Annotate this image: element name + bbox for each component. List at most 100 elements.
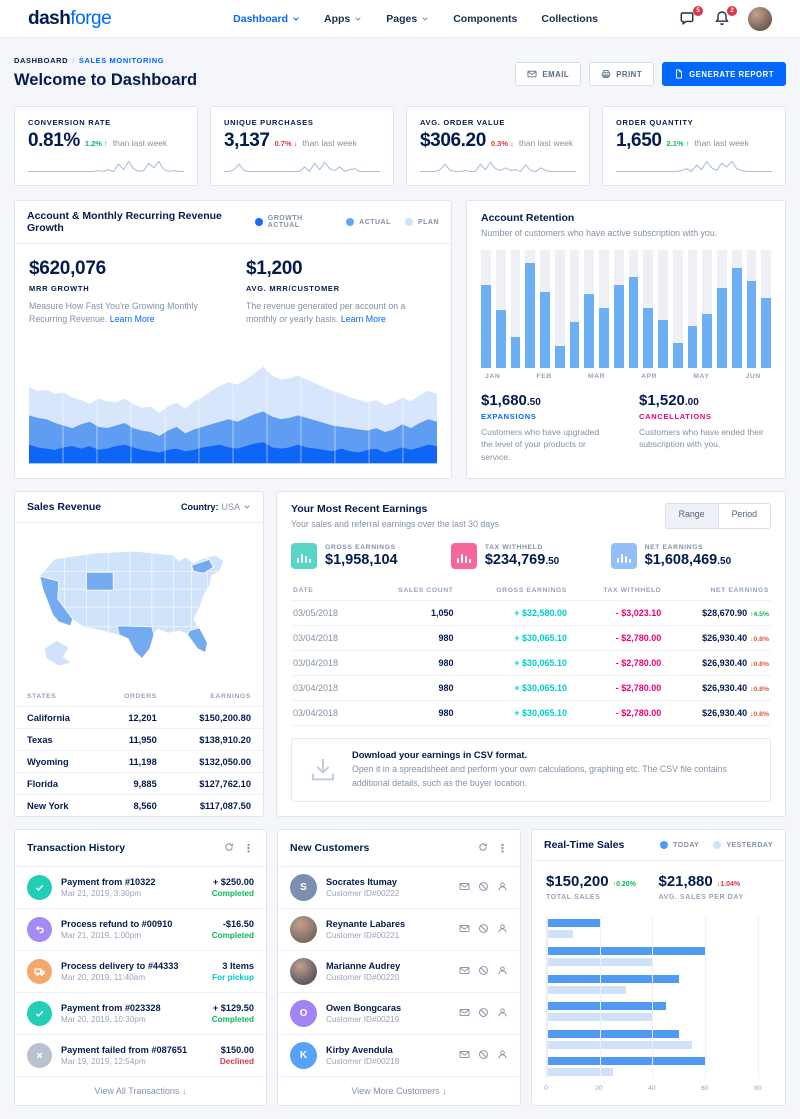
kpi-sparkline — [224, 156, 380, 176]
earnings-card-value: $1,608,469.50 — [644, 552, 732, 569]
bar-pair — [547, 919, 771, 939]
message-icon[interactable] — [459, 1047, 470, 1065]
mrr-title: Account & Monthly Recurring Revenue Grow… — [27, 210, 222, 234]
earnings-card-label: GROSS EARNINGS — [325, 544, 396, 552]
nav-item-pages[interactable]: Pages — [386, 13, 429, 25]
message-icon[interactable] — [459, 1005, 470, 1023]
page-title: Welcome to Dashboard — [14, 71, 198, 89]
refresh-icon[interactable] — [478, 839, 488, 857]
refresh-icon[interactable] — [224, 839, 234, 857]
month-label: MAY — [693, 373, 710, 380]
notifications-icon[interactable]: 2 — [714, 5, 737, 28]
bar-pair — [547, 1029, 771, 1049]
profile-icon[interactable] — [497, 963, 508, 981]
block-icon[interactable] — [478, 921, 489, 939]
kpi-row: CONVERSION RATE 0.81% 1.2% ↑ than last week… — [14, 106, 786, 186]
state-texas — [116, 625, 155, 660]
mrr-stats: $620,076 MRR GROWTH Measure How Fast You'r… — [15, 244, 451, 332]
nav-item-components[interactable]: Components — [453, 12, 518, 25]
email-button[interactable]: EMAIL — [515, 62, 582, 86]
block-icon[interactable] — [478, 879, 489, 897]
profile-icon[interactable] — [497, 921, 508, 939]
retention-bar — [672, 250, 683, 368]
bar-chart-icon — [291, 543, 317, 570]
transaction-status: For pickup — [212, 973, 254, 983]
message-icon[interactable] — [459, 879, 470, 897]
print-button[interactable]: PRINT — [589, 62, 655, 86]
kpi-sparkline — [28, 156, 184, 176]
customer-id: Customer ID#00218 — [326, 1057, 400, 1067]
toggle-range[interactable]: Range — [664, 503, 718, 530]
legend-item-actual[interactable]: ACTUAL — [346, 215, 391, 229]
block-icon[interactable] — [478, 1047, 489, 1065]
generate-report-button[interactable]: GENERATE REPORT — [662, 62, 786, 86]
transaction-list: Payment from #10322 Mar 21, 2019, 3:30pm +… — [15, 867, 266, 1078]
column-header: STATES — [27, 693, 57, 701]
block-icon[interactable] — [478, 963, 489, 981]
transaction-row: Process delivery to #44333 Mar 20, 2019, … — [15, 951, 266, 994]
customer-name: Socrates Itumay — [326, 877, 397, 888]
transaction-status: Completed — [211, 1015, 254, 1025]
mrr-panel: Account & Monthly Recurring Revenue Grow… — [14, 200, 452, 480]
transaction-row: Process refund to #00910 Mar 21, 2019, 1:… — [15, 909, 266, 952]
column-header: DATE — [291, 581, 366, 602]
transaction-amount: + $250.00 — [212, 877, 254, 888]
nav-item-apps[interactable]: Apps — [324, 13, 362, 25]
toggle-period[interactable]: Period — [717, 503, 771, 530]
messages-icon[interactable]: 5 — [680, 5, 703, 28]
table-row: 03/05/2018 1,050 + $32,580.00- $3,023.10 $2… — [291, 600, 771, 627]
realtime-stat-delta: ↑0.20% — [612, 881, 636, 889]
customer-list: S Socrates Itumay Customer ID#00222 Reynant… — [278, 867, 520, 1078]
breadcrumb-dashboard[interactable]: DASHBOARD — [14, 56, 69, 65]
kpi-card-3: AVG. ORDER VALUE $306.20 0.3% ↓ than last w… — [406, 106, 590, 186]
profile-icon[interactable] — [497, 879, 508, 897]
realtime-stat-label: TOTAL SALES — [546, 894, 601, 902]
block-icon[interactable] — [478, 1005, 489, 1023]
legend-item-growth-actual[interactable]: GROWTH ACTUAL — [255, 215, 332, 229]
retention-stat: $1,680.50 EXPANSIONS Customers who have up… — [481, 392, 613, 463]
user-avatar[interactable] — [748, 6, 772, 31]
avatar — [290, 916, 317, 944]
kpi-value: 0.81% — [28, 130, 80, 151]
alaska — [44, 641, 71, 666]
country-dropdown[interactable]: Country: USA — [181, 502, 251, 512]
transaction-title: Process refund to #00910 — [61, 919, 173, 930]
retention-bar — [481, 250, 491, 368]
menu-dots-icon[interactable]: ⋮ — [243, 842, 254, 855]
legend-dot — [404, 218, 413, 226]
column-header: TAX WITHHELD — [569, 581, 664, 602]
state-wyoming — [86, 572, 114, 591]
learn-more-link[interactable]: Learn More — [109, 314, 155, 325]
message-icon[interactable] — [459, 921, 470, 939]
csv-download[interactable]: Download your earnings in CSV format. Op… — [291, 738, 771, 802]
transaction-amount: -$16.50 — [222, 919, 254, 930]
profile-icon[interactable] — [497, 1005, 508, 1023]
legend-item-today[interactable]: TODAY — [660, 841, 699, 850]
learn-more-link[interactable]: Learn More — [340, 314, 386, 325]
transaction-date: Mar 20, 2019, 11:40am — [61, 973, 146, 983]
us-map — [15, 523, 263, 685]
mrr-stat-label: MRR GROWTH — [29, 284, 90, 293]
earnings-title: Your Most Recent Earnings — [291, 503, 428, 516]
table-row: California 12,201 $150,200.80 — [15, 706, 263, 729]
column-header: GROSS EARNINGS — [455, 581, 570, 602]
kpi-value: $306.20 — [420, 130, 486, 151]
message-icon[interactable] — [459, 963, 470, 981]
transaction-status: Declined — [219, 1057, 254, 1067]
legend-item-yesterday[interactable]: YESTERDAY — [713, 841, 773, 850]
breadcrumb-sales-monitoring[interactable]: SALES MONITORING — [78, 56, 165, 65]
earnings-card: NET EARNINGS $1,608,469.50 — [610, 543, 771, 570]
retention-bar — [746, 250, 757, 368]
view-more-customers-link[interactable]: View More Customers ↓ — [351, 1086, 447, 1097]
bar-pair — [547, 1057, 771, 1077]
transaction-date: Mar 21, 2019, 1:00pm — [61, 931, 142, 941]
kpi-card-4: ORDER QUANTITY 1,650 2.1% ↑ than last week — [602, 106, 786, 186]
logo[interactable]: dashforge — [28, 7, 112, 29]
earnings-table-body: 03/05/2018 1,050 + $32,580.00- $3,023.10 $2… — [291, 600, 771, 727]
profile-icon[interactable] — [497, 1047, 508, 1065]
menu-dots-icon[interactable]: ⋮ — [497, 842, 508, 855]
legend-item-plan[interactable]: PLAN — [404, 215, 439, 229]
nav-item-collections[interactable]: Collections — [541, 12, 598, 25]
nav-item-dashboard[interactable]: Dashboard — [233, 13, 300, 25]
view-all-transactions-link[interactable]: View All Transactions ↓ — [94, 1086, 187, 1097]
